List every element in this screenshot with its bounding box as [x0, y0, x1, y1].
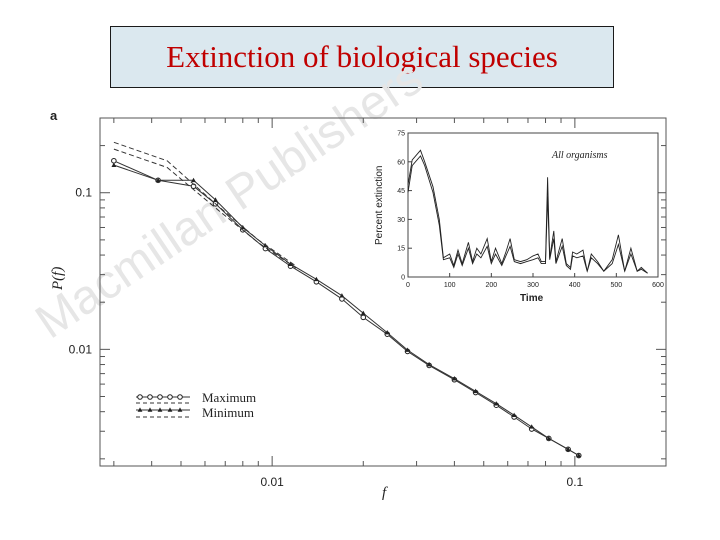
- legend: Maximum Minimum: [136, 390, 256, 420]
- legend-circle-marker: [137, 394, 143, 400]
- inset-y-tick-label: 75: [397, 131, 405, 138]
- legend-circle-marker: [167, 394, 173, 400]
- inset-y-axis-label: Percent extinction: [374, 166, 385, 246]
- data-point-minimum: [576, 452, 582, 458]
- legend-triangle-marker: [177, 407, 183, 412]
- legend-triangle-marker: [137, 407, 143, 412]
- legend-circle-marker: [147, 394, 153, 400]
- data-point-minimum: [191, 177, 196, 183]
- inset-y-tick-label: 45: [397, 188, 405, 195]
- data-point-maximum: [111, 157, 117, 164]
- legend-triangle-marker: [147, 407, 153, 412]
- x-axis-label: f: [382, 485, 388, 501]
- data-point-minimum: [111, 162, 117, 167]
- legend-triangle-marker: [167, 407, 173, 412]
- inset-y-tick-label: 30: [397, 217, 405, 224]
- inset-y-tick-label: 15: [397, 246, 405, 253]
- data-point-minimum: [288, 261, 293, 266]
- inset-series-line-lower: [407, 155, 648, 274]
- data-point-minimum: [493, 401, 499, 406]
- slide-title-box: Extinction of biological species: [110, 26, 614, 88]
- series-line-maximum-fit: [113, 141, 297, 267]
- main-series-group: [111, 141, 582, 459]
- y-tick-label: 0.1: [75, 186, 92, 200]
- inset-x-tick-label: 300: [527, 282, 539, 289]
- x-tick-label: 0.01: [260, 475, 284, 489]
- inset-title: All organisms: [551, 150, 608, 161]
- legend-circle-marker: [157, 394, 163, 400]
- panel-label: a: [50, 108, 58, 123]
- data-point-minimum: [546, 435, 552, 441]
- y-tick-label: 0.01: [69, 342, 93, 356]
- data-point-minimum: [452, 376, 457, 381]
- data-point-minimum: [339, 293, 345, 298]
- legend-minimum-marker: [137, 407, 183, 412]
- inset-x-tick-label: 500: [610, 282, 622, 289]
- watermark-text: Macmillan Publishers: [27, 52, 433, 350]
- inset-x-tick-label: 100: [444, 282, 456, 289]
- inset-plot-frame: [407, 132, 659, 278]
- inset-x-tick-label: 0: [406, 282, 410, 289]
- data-point-minimum: [511, 412, 517, 417]
- inset-x-tick-label: 600: [652, 282, 664, 289]
- legend-maximum-marker: [137, 394, 183, 400]
- inset-y-tick-label: 60: [397, 159, 405, 166]
- main-plot-frame: [99, 117, 667, 467]
- inset-y-tick-label: 0: [401, 275, 405, 282]
- inset-x-axis-label: Time: [520, 293, 544, 304]
- inset-series-line-upper: [407, 149, 648, 274]
- legend-triangle-marker: [157, 407, 163, 412]
- data-point-minimum: [155, 177, 161, 183]
- data-point-minimum: [405, 347, 410, 352]
- slide-title: Extinction of biological species: [166, 39, 558, 74]
- inset-x-tick-label: 400: [569, 282, 581, 289]
- main-tick-marks: 0.01 0.1 0.01 0.1: [69, 118, 667, 489]
- x-tick-label: 0.1: [567, 475, 584, 489]
- data-point-minimum: [565, 446, 571, 452]
- data-point-minimum: [529, 424, 535, 429]
- data-point-maximum: [360, 314, 367, 321]
- legend-minimum-label: Minimum: [202, 405, 254, 420]
- data-point-minimum: [473, 388, 479, 394]
- data-point-minimum: [360, 310, 366, 316]
- y-axis-label: P(f): [50, 267, 66, 291]
- data-point-minimum: [384, 329, 390, 335]
- data-point-minimum: [213, 197, 218, 202]
- legend-maximum-label: Maximum: [202, 390, 256, 405]
- legend-circle-marker: [177, 394, 183, 400]
- data-point-minimum: [313, 276, 319, 282]
- data-point-minimum: [426, 361, 432, 367]
- inset-tick-marks: 0 100 200 300 400 500 600 0 15 30 45 60 75: [397, 131, 664, 290]
- inset-x-tick-label: 200: [485, 282, 497, 289]
- inset-series-group: [407, 149, 648, 274]
